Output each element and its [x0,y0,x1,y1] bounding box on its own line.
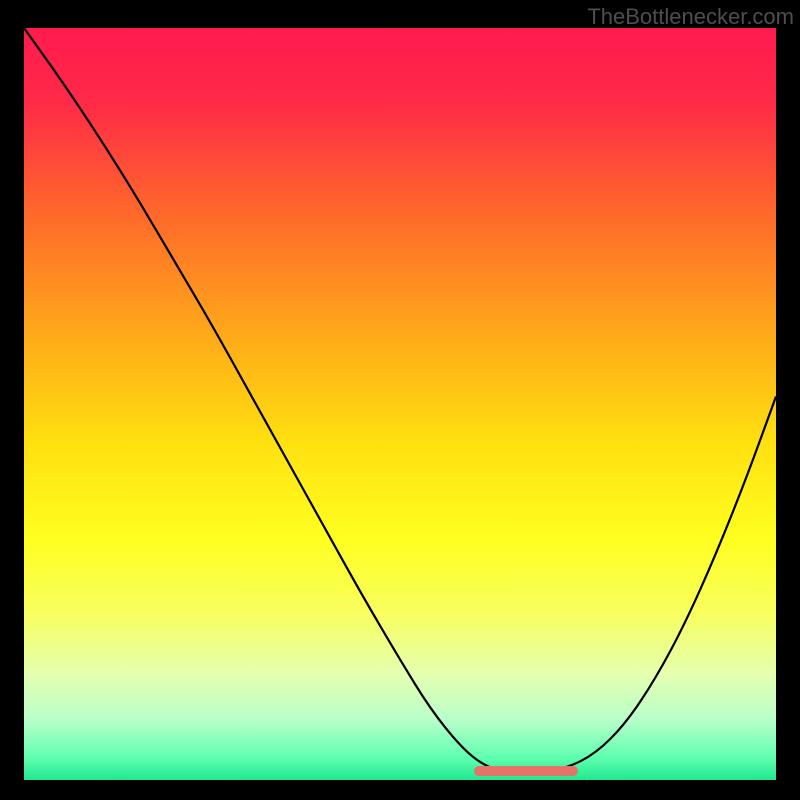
bottleneck-curve [24,28,776,772]
curve-layer [24,28,776,780]
watermark-text: TheBottlenecker.com [587,4,794,30]
chart-plot-area [24,28,776,780]
